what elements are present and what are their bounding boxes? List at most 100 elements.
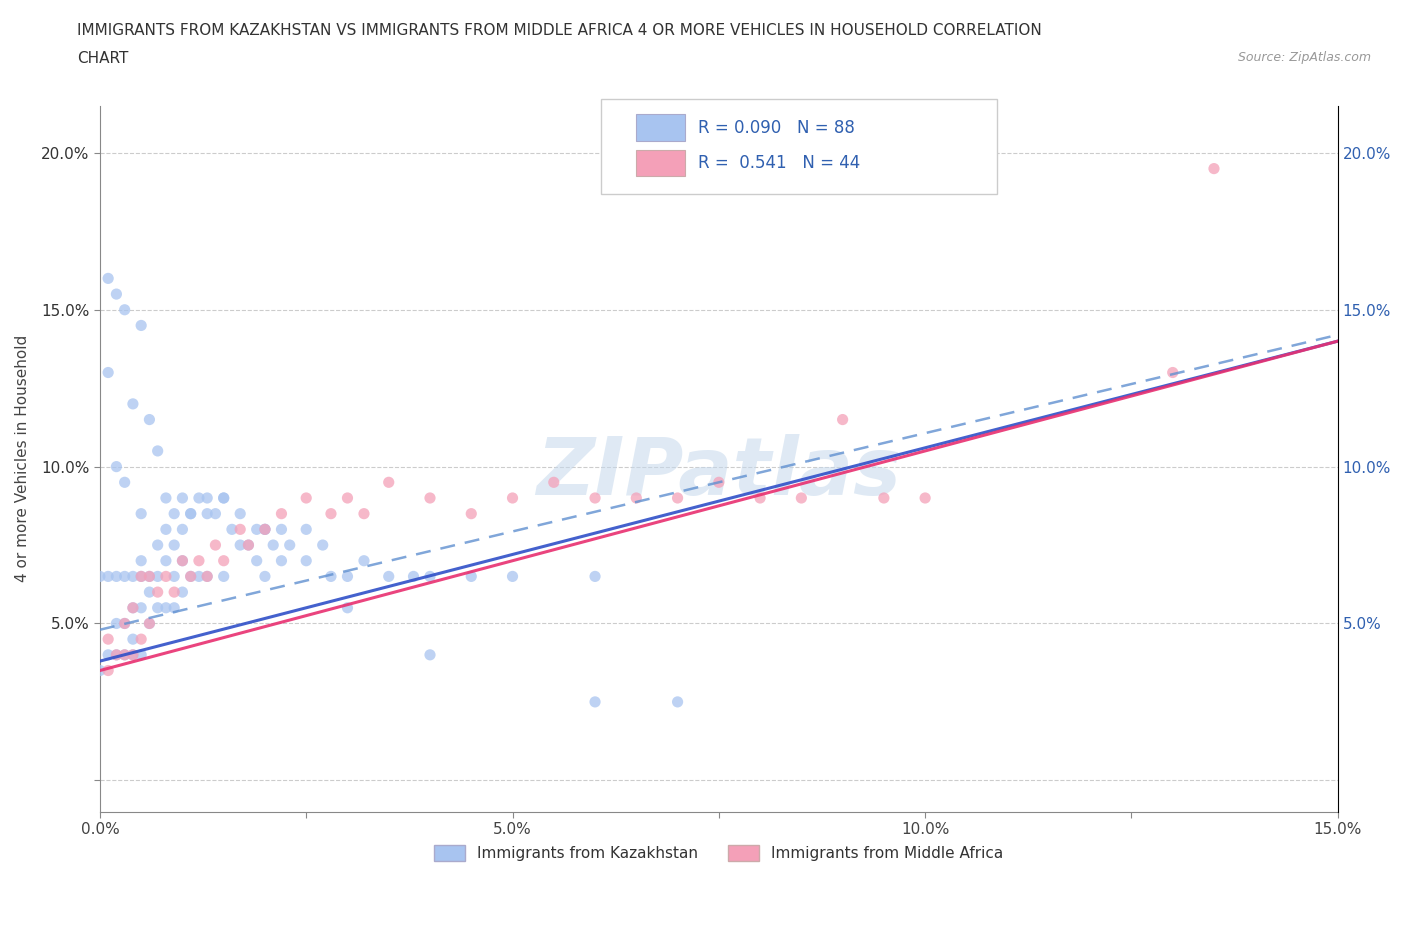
Point	[122, 601, 145, 616]
Point	[105, 459, 128, 474]
Point	[204, 506, 226, 521]
Point	[212, 490, 235, 505]
Point	[187, 553, 209, 568]
FancyBboxPatch shape	[602, 99, 997, 194]
Point	[204, 538, 226, 552]
Point	[502, 569, 524, 584]
Point	[419, 490, 441, 505]
Point	[790, 490, 813, 505]
Point	[172, 490, 194, 505]
Point	[138, 412, 160, 427]
Point	[195, 506, 218, 521]
Point	[212, 569, 235, 584]
Point	[138, 569, 160, 584]
Point	[172, 553, 194, 568]
Point	[122, 647, 145, 662]
Point	[831, 412, 853, 427]
Point	[146, 444, 169, 458]
Point	[172, 585, 194, 600]
Point	[583, 569, 606, 584]
Point	[155, 522, 177, 537]
Point	[195, 490, 218, 505]
Point	[180, 569, 202, 584]
Point	[138, 616, 160, 631]
Point	[114, 647, 136, 662]
Point	[89, 569, 111, 584]
Legend: Immigrants from Kazakhstan, Immigrants from Middle Africa: Immigrants from Kazakhstan, Immigrants f…	[427, 840, 1010, 868]
Point	[270, 522, 292, 537]
Point	[163, 569, 186, 584]
Point	[163, 538, 186, 552]
Point	[155, 601, 177, 616]
Point	[97, 663, 120, 678]
Point	[138, 569, 160, 584]
Point	[180, 506, 202, 521]
Point	[172, 553, 194, 568]
Point	[129, 569, 152, 584]
Bar	[636, 114, 685, 141]
Point	[129, 553, 152, 568]
Point	[1202, 161, 1225, 176]
Point	[155, 490, 177, 505]
Point	[114, 475, 136, 490]
Point	[163, 506, 186, 521]
Point	[246, 522, 269, 537]
Point	[114, 616, 136, 631]
Point	[707, 475, 730, 490]
Point	[129, 506, 152, 521]
Point	[253, 569, 276, 584]
Point	[129, 647, 152, 662]
Point	[229, 522, 252, 537]
Point	[129, 318, 152, 333]
Point	[180, 506, 202, 521]
Point	[377, 475, 399, 490]
Y-axis label: 4 or more Vehicles in Household: 4 or more Vehicles in Household	[15, 335, 30, 582]
Point	[278, 538, 301, 552]
Point	[543, 475, 565, 490]
Point	[319, 569, 342, 584]
Point	[295, 553, 318, 568]
Point	[114, 302, 136, 317]
Point	[122, 647, 145, 662]
Point	[295, 490, 318, 505]
Text: R =  0.541   N = 44: R = 0.541 N = 44	[697, 154, 860, 172]
Point	[97, 647, 120, 662]
Point	[270, 553, 292, 568]
Point	[129, 601, 152, 616]
Text: Source: ZipAtlas.com: Source: ZipAtlas.com	[1237, 51, 1371, 64]
Text: CHART: CHART	[77, 51, 129, 66]
Point	[105, 647, 128, 662]
Point	[749, 490, 772, 505]
Point	[114, 616, 136, 631]
Point	[353, 506, 375, 521]
Point	[138, 585, 160, 600]
Point	[583, 695, 606, 710]
Point	[122, 631, 145, 646]
Point	[377, 569, 399, 584]
Point	[253, 522, 276, 537]
Point	[666, 695, 689, 710]
Point	[163, 585, 186, 600]
Point	[221, 522, 243, 537]
Point	[238, 538, 260, 552]
Point	[229, 538, 252, 552]
Point	[105, 616, 128, 631]
Point	[270, 506, 292, 521]
Point	[914, 490, 936, 505]
Point	[89, 663, 111, 678]
Bar	[636, 150, 685, 177]
Point	[122, 396, 145, 411]
Point	[195, 569, 218, 584]
Point	[229, 506, 252, 521]
Point	[312, 538, 335, 552]
Point	[97, 631, 120, 646]
Text: IMMIGRANTS FROM KAZAKHSTAN VS IMMIGRANTS FROM MIDDLE AFRICA 4 OR MORE VEHICLES I: IMMIGRANTS FROM KAZAKHSTAN VS IMMIGRANTS…	[77, 23, 1042, 38]
Point	[114, 569, 136, 584]
Point	[419, 647, 441, 662]
Point	[129, 631, 152, 646]
Point	[319, 506, 342, 521]
Point	[626, 490, 648, 505]
Point	[262, 538, 284, 552]
Point	[163, 601, 186, 616]
Point	[146, 569, 169, 584]
